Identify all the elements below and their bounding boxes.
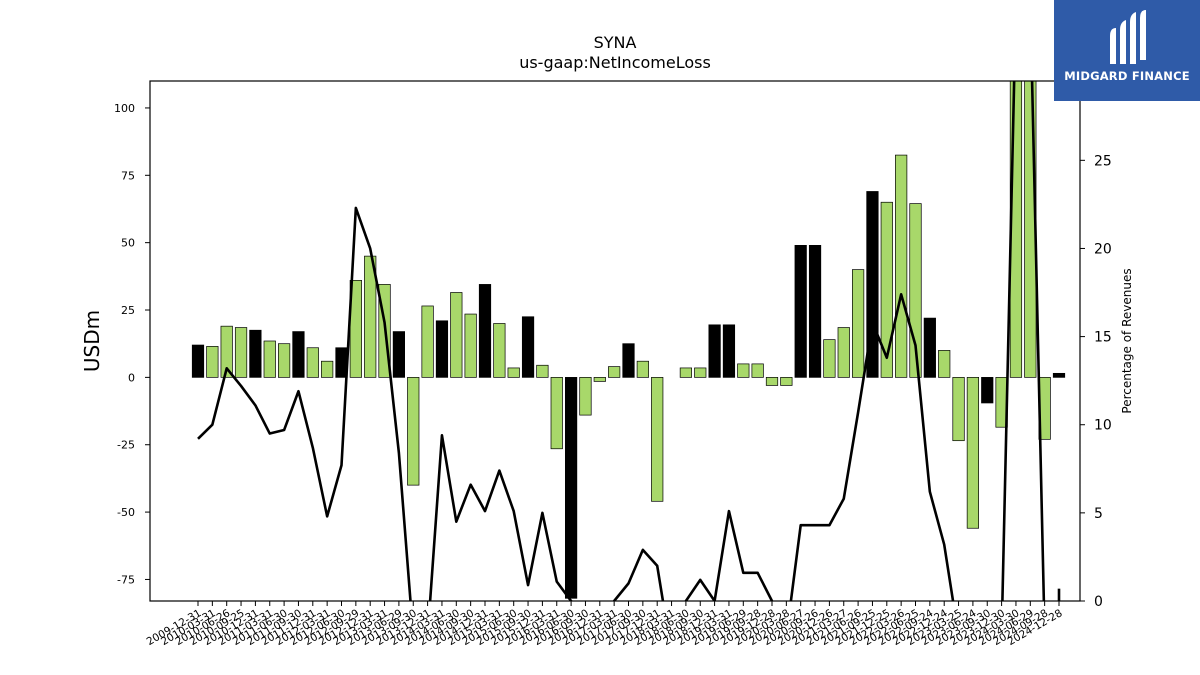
y-axis-left: -75 -50 -25 0 25 50 75 100 [114, 102, 150, 586]
y-tick-label-right: 20 [1094, 241, 1112, 257]
bar-2009-12-31 [191, 344, 205, 378]
line-series [197, 81, 1061, 601]
y-tick-label: -50 [117, 506, 135, 519]
bars [191, 81, 1066, 599]
bar-2015-03-31 [493, 323, 506, 378]
bar-2014-12-31 [478, 284, 492, 378]
bar-2019-06-29 [737, 363, 750, 378]
y-axis-label: USDm [80, 310, 104, 372]
bar-2016-06-30 [564, 377, 578, 599]
bar-2022-06-25 [909, 203, 922, 378]
bar-2016-12-31 [593, 377, 606, 382]
y-tick-label-right: 5 [1094, 506, 1103, 522]
bar-2011-12-31 [306, 347, 319, 378]
plot-frame [149, 80, 1081, 602]
bar-2022-03-26 [895, 154, 908, 378]
bar-2010-03-31 [206, 346, 219, 378]
bar-2010-06-26 [220, 325, 233, 378]
bar-2023-09-30 [981, 377, 994, 404]
chart-subtitle: us-gaap:NetIncomeLoss [519, 53, 711, 72]
bar-2013-12-31 [421, 305, 434, 378]
bar-2015-09-30 [521, 316, 535, 378]
bar-2022-09-24 [923, 317, 936, 378]
bar-2010-12-31 [249, 329, 262, 378]
y-tick-label: -25 [117, 439, 135, 452]
y-tick-label: 50 [121, 237, 135, 250]
bar-2022-12-24 [938, 350, 951, 378]
bar-2020-12-26 [823, 339, 836, 378]
x-axis: 2009-12-312010-03-312010-06-262010-09-25… [145, 601, 1065, 648]
bar-2015-06-30 [507, 367, 520, 378]
bar-2019-09-28 [751, 363, 764, 378]
bar-2024-12-28 [1052, 372, 1066, 378]
chart-title: SYNA [594, 33, 637, 52]
bar-2019-03-31 [722, 324, 736, 378]
bar-2021-12-25 [880, 201, 893, 378]
bar-2018-06-30 [679, 367, 693, 378]
logo-mark-icon [1110, 10, 1146, 64]
bar-2019-12-28 [765, 377, 779, 386]
logo: MIDGARD FINANCE [1054, 0, 1200, 101]
y-tick-label: 25 [121, 304, 135, 317]
bar-2011-06-30 [278, 343, 291, 378]
bar-2011-09-30 [292, 331, 305, 378]
bar-2013-09-30 [407, 377, 420, 486]
bar-2012-03-31 [321, 360, 334, 378]
bar-2017-06-30 [622, 343, 635, 378]
bar-2021-03-27 [837, 327, 850, 378]
bar-2012-12-31 [364, 255, 377, 378]
y-tick-label-right: 25 [1094, 153, 1112, 169]
bar-2021-09-25 [866, 191, 879, 378]
logo-text: MIDGARD FINANCE [1064, 69, 1190, 83]
bar-2018-09-30 [694, 367, 707, 378]
bar-2017-03-31 [608, 366, 621, 378]
bar-2018-12-31 [708, 324, 721, 378]
y-tick-label-right: 15 [1094, 330, 1112, 346]
y-tick-label: -75 [117, 573, 135, 586]
y-tick-label: 0 [128, 371, 135, 384]
y-axis-label-right: Percentage of Revenues [1120, 268, 1134, 413]
y-tick-label: 75 [121, 169, 135, 182]
bar-2021-06-26 [851, 269, 865, 378]
bar-2015-12-31 [536, 364, 549, 378]
bar-2014-03-31 [435, 320, 449, 378]
bar-2023-03-25 [952, 377, 965, 442]
y-tick-label: 100 [114, 102, 135, 115]
bar-2020-09-26 [808, 245, 822, 378]
y-tick-label-right: 0 [1094, 594, 1103, 610]
bar-2016-03-31 [550, 377, 563, 450]
y-axis-right: 0 5 10 15 20 25 [1080, 153, 1112, 610]
bar-2020-06-27 [794, 245, 807, 378]
bar-2013-06-29 [392, 331, 405, 378]
bar-2014-06-30 [450, 292, 463, 378]
y-tick-label-right: 10 [1094, 418, 1112, 434]
bar-2014-09-30 [464, 313, 477, 378]
bar-2010-09-25 [234, 327, 248, 378]
bar-2016-09-30 [579, 377, 592, 416]
bar-2017-09-30 [636, 360, 649, 378]
bar-2011-03-31 [263, 340, 276, 378]
bar-2023-06-24 [966, 377, 980, 529]
bar-2020-03-28 [780, 377, 793, 386]
bar-2017-12-31 [651, 377, 664, 502]
line-path [197, 81, 1046, 601]
